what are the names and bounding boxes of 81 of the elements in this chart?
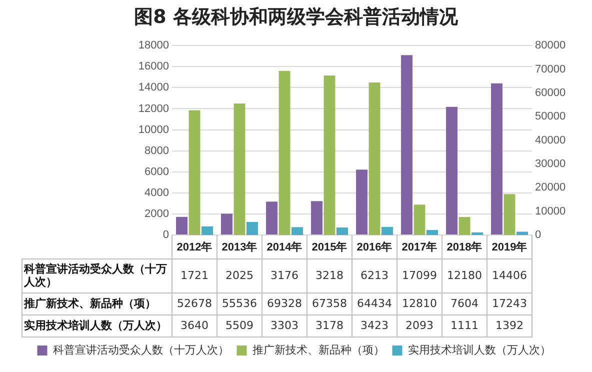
bar [292,227,303,235]
legend-label: 实用技术培训人数（万人次） [408,344,551,357]
y-tick-label: 16000 [138,60,169,73]
x-tick-label: 2018年 [446,240,482,254]
bar [221,214,232,234]
data-label: 17243 [492,296,527,310]
y2-tick-label: 50000 [535,110,566,123]
bar [324,76,336,235]
x-tick-label: 2016年 [356,240,392,254]
data-label: 12810 [402,296,437,310]
data-label: 52678 [177,296,212,310]
y-tick-label: 2000 [144,208,169,220]
bar [426,230,438,235]
data-label: 17099 [402,268,437,282]
data-label: 6213 [360,268,388,282]
y-tick-label: 10000 [138,124,169,136]
data-label: 3218 [316,268,344,282]
y2-tick-label: 40000 [535,134,566,146]
bar [382,226,393,235]
bar [504,194,516,235]
bar [246,222,258,235]
data-label: 3423 [360,318,388,332]
bar [202,226,213,235]
bar [176,216,188,234]
y-tick-label: 12000 [138,102,169,115]
text: 科普宣讲活动受众人数（十万人次） [24,262,167,288]
bar [266,202,278,234]
bar [368,82,380,235]
y-tick-label: 8000 [144,144,169,157]
y2-tick-label: 30000 [535,158,566,170]
data-label: 67358 [312,296,347,310]
data-label: 5509 [226,318,254,332]
bar [516,232,528,235]
data-label: 3640 [180,318,208,332]
bar [234,104,246,235]
data-label: 64434 [357,296,392,310]
data-label: 2025 [226,268,254,282]
bar [336,227,348,235]
legend-label: 推广新技术、新品种（项） [252,344,384,357]
bar [458,217,470,235]
data-label: 3176 [270,268,298,282]
x-tick-label: 2012年 [176,240,212,254]
bar [311,201,322,234]
x-tick-label: 2014年 [266,240,302,254]
data-label: 12180 [447,268,482,282]
y2-tick-label: 0 [535,229,542,242]
y2-tick-label: 10000 [535,205,566,218]
data-label: 7604 [450,296,478,310]
data-label: 55536 [222,296,257,310]
y-tick-label: 18000 [138,40,169,52]
y2-tick-label: 60000 [535,86,566,99]
y-tick-label: 6000 [144,166,169,178]
data-label: 2093 [406,318,434,332]
y2-tick-label: 20000 [535,182,566,194]
bar [491,83,502,234]
bar [401,55,412,234]
x-tick-label: 2015年 [312,240,348,254]
chart-title: 图8 各级科协和两级学会科普活动情况 [133,5,459,30]
data-label: 1111 [450,318,478,332]
y-tick-label: 4000 [144,186,169,199]
text: 推广新技术、新品种（项） [24,296,156,310]
bar [414,204,426,235]
x-tick-label: 2019年 [492,240,528,254]
bar [188,110,200,235]
data-label: 1721 [180,268,208,282]
data-label: 1392 [496,318,524,332]
x-tick-label: 2013年 [222,240,258,254]
bar [278,70,290,235]
y2-tick-label: 70000 [535,63,566,76]
y2-tick-label: 80000 [535,40,566,52]
x-tick-label: 2017年 [402,240,438,254]
bar [472,232,483,235]
bar [446,106,458,234]
data-label: 14406 [492,268,527,282]
y-tick-label: 0 [162,229,169,242]
data-label: 3178 [316,318,344,332]
y-tick-label: 14000 [138,82,169,94]
data-label: 3303 [270,318,298,332]
data-label: 69328 [267,296,302,310]
legend-label: 科普宣讲活动受众人数（十万人次） [52,344,229,357]
text: 实用技术培训人数（万人次） [24,318,167,332]
